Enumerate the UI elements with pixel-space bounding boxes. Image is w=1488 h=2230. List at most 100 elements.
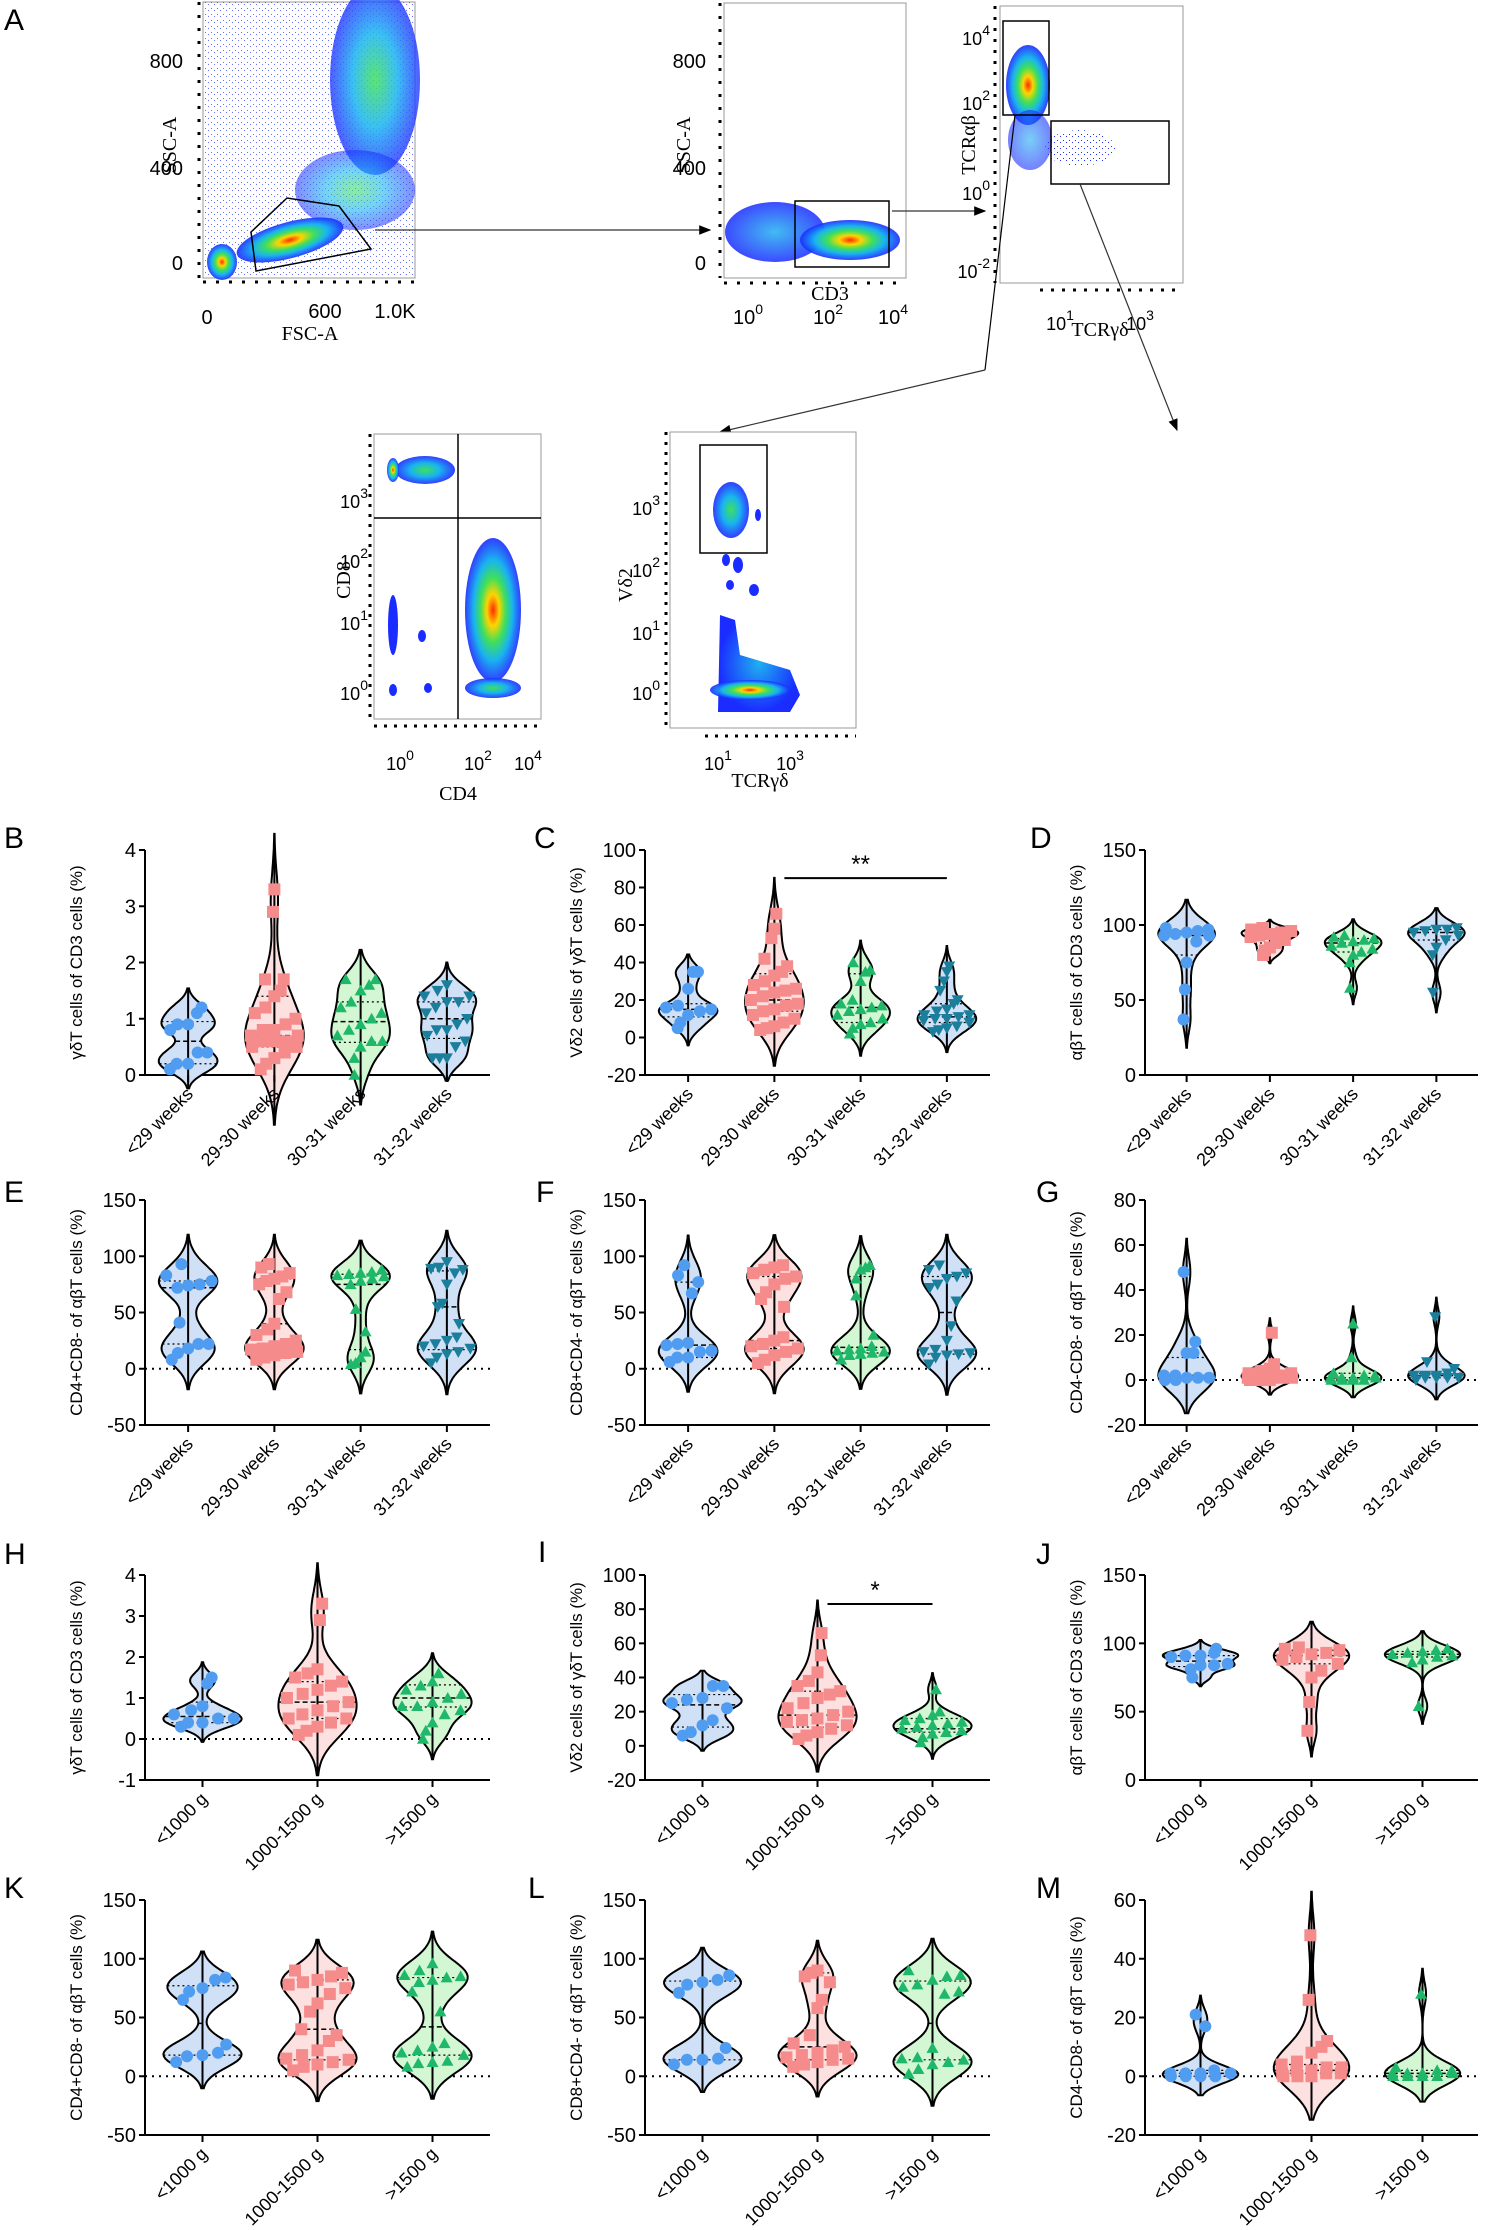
violin-group — [244, 832, 305, 1126]
data-point — [922, 1359, 935, 1371]
y-tick-label: 3 — [125, 1606, 136, 1628]
panel-letter-l: L — [528, 1872, 545, 1905]
y-tick-label: 100 — [603, 840, 636, 862]
data-point — [781, 1702, 794, 1715]
data-point — [455, 1687, 468, 1699]
data-point — [827, 1709, 840, 1722]
data-point — [896, 1980, 909, 1992]
data-point — [777, 1259, 790, 1272]
data-point — [758, 1353, 771, 1366]
data-point — [326, 2056, 339, 2069]
data-point — [847, 956, 860, 968]
data-point — [279, 1035, 292, 1048]
tick-label: 100 — [962, 177, 990, 204]
data-point — [448, 1268, 461, 1280]
data-point — [797, 1697, 810, 1710]
data-point — [747, 1267, 760, 1280]
x-tick-label: <29 weeks — [1120, 1434, 1195, 1509]
data-point — [438, 2037, 451, 2049]
data-point — [952, 1349, 965, 1361]
data-point — [259, 1001, 272, 1014]
data-point — [311, 1663, 324, 1676]
data-point — [420, 1008, 433, 1020]
data-point — [196, 1716, 209, 1729]
data-point — [440, 997, 453, 1008]
data-point — [1347, 949, 1360, 960]
y-axis-label: γδT cells of CD3 cells (%) — [67, 1580, 86, 1774]
data-point — [745, 1340, 758, 1353]
data-point — [1169, 1369, 1182, 1382]
data-point — [176, 1993, 189, 2006]
data-point — [941, 1717, 954, 1729]
data-point — [779, 1272, 792, 1285]
y-tick-label: 20 — [1114, 2008, 1136, 2030]
data-point — [777, 1331, 790, 1344]
data-point — [815, 1627, 828, 1640]
data-point — [1327, 1367, 1340, 1379]
data-point — [746, 1009, 759, 1021]
data-point — [340, 1712, 353, 1725]
data-point — [1335, 2061, 1348, 2074]
violin-group — [1161, 1994, 1240, 2097]
data-point — [1245, 923, 1258, 936]
data-point — [279, 1018, 292, 1031]
data-point — [244, 1029, 257, 1042]
facs-plot-cd4-cd8: CD8 100 101 102 103 100 102 104 CD4 — [333, 433, 542, 805]
data-point — [400, 1683, 413, 1695]
data-point — [354, 1018, 367, 1030]
data-point — [1419, 926, 1432, 937]
data-point — [406, 1985, 419, 1997]
data-point — [929, 1683, 942, 1695]
data-point — [912, 2063, 925, 2074]
y-tick-label: 150 — [603, 1190, 636, 1212]
data-point — [934, 985, 947, 997]
data-point — [451, 1019, 464, 1031]
data-point — [277, 973, 290, 986]
x-tick-label: <29 weeks — [622, 1434, 697, 1509]
data-point — [800, 1729, 813, 1742]
data-point — [692, 1276, 705, 1289]
x-tick-label: <29 weeks — [622, 1084, 697, 1159]
data-point — [940, 1970, 953, 1982]
y-axis-label: CD4+CD8- of αβT cells (%) — [67, 1914, 86, 2121]
data-point — [401, 2060, 414, 2072]
data-point — [1242, 1367, 1255, 1380]
tick-label: 400 — [673, 158, 706, 180]
data-point — [811, 2056, 824, 2069]
data-point — [369, 973, 382, 985]
data-point — [291, 1345, 304, 1358]
x-tick-label: 1000-1500 g — [741, 2144, 827, 2230]
data-point — [348, 1052, 361, 1063]
y-tick-label: 0 — [1125, 1770, 1136, 1792]
tick-label: 0 — [172, 253, 183, 275]
data-point — [811, 1692, 824, 1704]
data-point — [289, 1334, 302, 1347]
y-axis-label: γδT cells of CD3 cells (%) — [67, 865, 86, 1059]
y-tick-label: -50 — [107, 2125, 136, 2147]
data-point — [1303, 1696, 1316, 1709]
data-point — [1268, 1358, 1281, 1371]
data-point — [440, 980, 453, 991]
data-point — [436, 1298, 449, 1310]
data-point — [324, 1679, 337, 1692]
data-point — [1179, 1649, 1192, 1662]
axis-label: CD4 — [439, 783, 477, 805]
panel-letter-h: H — [4, 1538, 26, 1571]
x-tick-label: 29-30 weeks — [1192, 1434, 1278, 1520]
data-point — [1420, 1357, 1433, 1368]
y-axis-label: CD4+CD8- of αβT cells (%) — [67, 1209, 86, 1416]
data-point — [963, 1017, 976, 1029]
data-point — [842, 1343, 855, 1355]
x-tick-label: <29 weeks — [122, 1434, 197, 1509]
data-point — [366, 1272, 379, 1284]
data-point — [918, 1010, 931, 1021]
data-point — [454, 1970, 467, 1982]
data-point — [418, 991, 431, 1003]
data-point — [311, 1704, 324, 1717]
data-point — [1431, 2070, 1444, 2082]
data-point — [339, 1982, 352, 1995]
data-point — [181, 2050, 194, 2063]
tick-label: 10-2 — [958, 255, 991, 282]
data-point — [933, 1705, 946, 1717]
data-point — [412, 1976, 425, 1988]
